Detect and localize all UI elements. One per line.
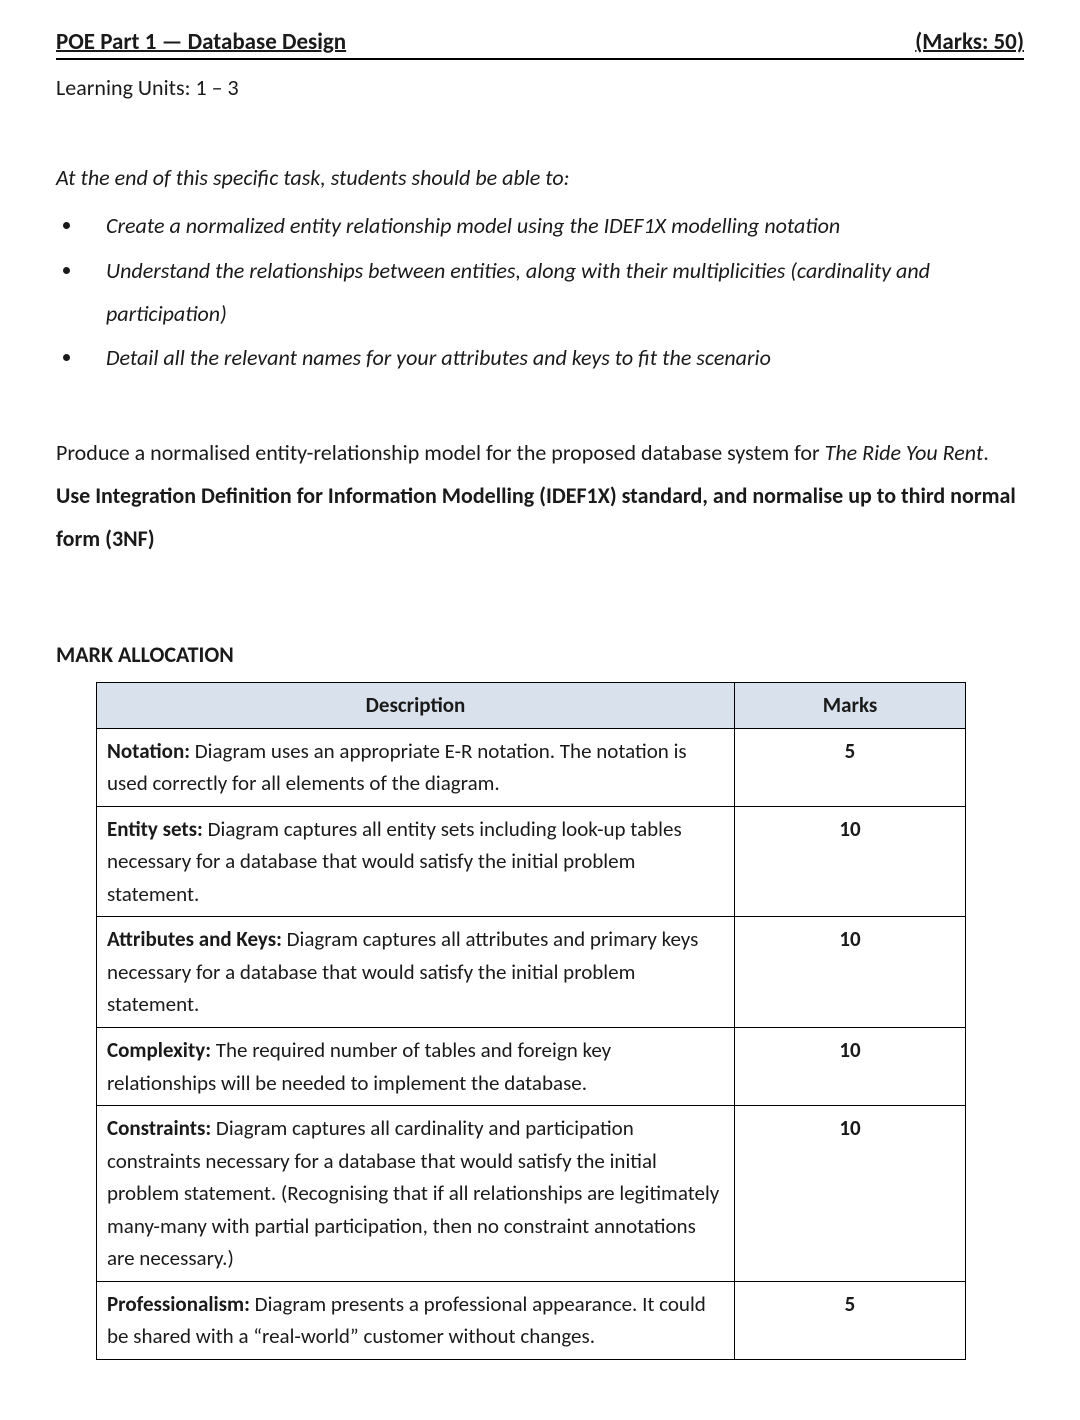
task-text: . <box>983 439 989 466</box>
list-item: Understand the relationships between ent… <box>84 250 1024 336</box>
table-row: Notation: Diagram uses an appropriate E-… <box>97 728 966 806</box>
row-label: Attributes and Keys: <box>107 926 282 952</box>
table-cell-marks: 10 <box>735 917 966 1028</box>
mark-allocation-heading: MARK ALLOCATION <box>56 641 1024 668</box>
table-cell-marks: 5 <box>735 728 966 806</box>
table-row: Professionalism: Diagram presents a prof… <box>97 1281 966 1359</box>
row-label: Entity sets: <box>107 816 203 842</box>
marks-table: Description Marks Notation: Diagram uses… <box>96 682 966 1360</box>
page-title-left: POE Part 1 — Database Design <box>56 28 346 56</box>
title-row: POE Part 1 — Database Design (Marks: 50) <box>56 28 1024 60</box>
row-label: Professionalism: <box>107 1291 250 1317</box>
table-header-row: Description Marks <box>97 683 966 729</box>
row-label: Constraints: <box>107 1115 211 1141</box>
row-label: Complexity: <box>107 1037 211 1063</box>
task-paragraph: Produce a normalised entity-relationship… <box>56 432 1024 561</box>
table-cell-marks: 10 <box>735 1106 966 1282</box>
document-page: POE Part 1 — Database Design (Marks: 50)… <box>0 0 1080 1420</box>
learning-units: Learning Units: 1 – 3 <box>56 74 1024 101</box>
table-header-description: Description <box>97 683 735 729</box>
table-cell-description: Complexity: The required number of table… <box>97 1027 735 1105</box>
row-label: Notation: <box>107 738 190 764</box>
table-cell-description: Entity sets: Diagram captures all entity… <box>97 806 735 917</box>
list-item: Create a normalized entity relationship … <box>84 205 1024 248</box>
table-cell-marks: 5 <box>735 1281 966 1359</box>
table-cell-description: Attributes and Keys: Diagram captures al… <box>97 917 735 1028</box>
table-row: Complexity: The required number of table… <box>97 1027 966 1105</box>
page-title-right: (Marks: 50) <box>915 28 1024 56</box>
table-cell-marks: 10 <box>735 806 966 917</box>
task-instruction-bold: Use Integration Definition for Informati… <box>56 482 1016 552</box>
outcomes-intro: At the end of this specific task, studen… <box>56 157 1024 199</box>
table-cell-description: Professionalism: Diagram presents a prof… <box>97 1281 735 1359</box>
table-row: Entity sets: Diagram captures all entity… <box>97 806 966 917</box>
list-item: Detail all the relevant names for your a… <box>84 337 1024 380</box>
table-header-marks: Marks <box>735 683 966 729</box>
task-product-name: The Ride You Rent <box>825 439 984 466</box>
table-cell-marks: 10 <box>735 1027 966 1105</box>
task-text: Produce a normalised entity-relationship… <box>56 439 825 466</box>
table-row: Attributes and Keys: Diagram captures al… <box>97 917 966 1028</box>
outcomes-list: Create a normalized entity relationship … <box>56 205 1024 381</box>
table-row: Constraints: Diagram captures all cardin… <box>97 1106 966 1282</box>
table-cell-description: Notation: Diagram uses an appropriate E-… <box>97 728 735 806</box>
row-text: Diagram uses an appropriate E-R notation… <box>107 738 687 797</box>
table-cell-description: Constraints: Diagram captures all cardin… <box>97 1106 735 1282</box>
